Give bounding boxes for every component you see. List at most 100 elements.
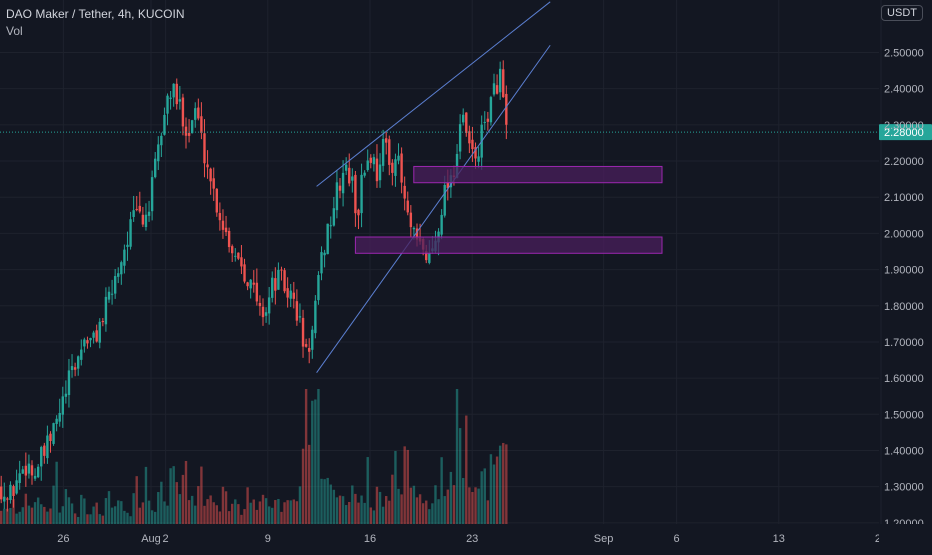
volume-bar [271,507,274,524]
volume-bar [40,504,43,524]
candle-body [425,251,428,261]
volume-bar [15,513,18,524]
candle-body [366,160,369,171]
volume-bar [428,509,431,524]
candle-body [55,418,58,424]
candle-body [0,486,3,500]
candle-body [495,85,499,94]
currency-selector[interactable]: USDT [881,5,923,21]
candle-body [221,220,225,230]
candle-body [246,282,249,287]
volume-bar [64,489,68,524]
candle-body [95,330,98,342]
volume-bar [400,494,403,524]
candle-body [227,230,231,248]
volume-bar [77,516,80,524]
candle-body [249,279,252,289]
candle-body [314,300,317,334]
price-tick-label: 2.40000 [884,84,924,96]
price-tick-label: 2.00000 [884,228,924,240]
candle-body [27,463,31,474]
volume-bar [304,389,308,524]
volume-bar [449,471,453,524]
candle-body [443,184,446,216]
volume-bar [311,400,314,524]
volume-bar [187,500,191,524]
volume-bar [425,500,428,524]
candle-body [147,211,151,216]
volume-bar [61,506,64,524]
volume-bar [169,468,172,524]
volume-bar [86,514,89,524]
candle-body [458,124,462,152]
candle-body [283,270,286,292]
volume-bar [43,506,46,524]
volume-bar [338,495,342,524]
volume-bar [394,450,397,524]
candle-body [335,182,339,211]
volume-bar [495,456,499,524]
volume-bar [480,471,483,524]
axis-corner [879,524,932,550]
candle-body [77,356,80,369]
volume-bar [295,501,299,524]
candle-body [144,214,148,228]
volume-bar [348,501,351,524]
candle-body [12,486,15,496]
candle-body [120,262,123,275]
volume-bar [107,491,111,524]
candle-body [157,144,160,162]
volume-bar [468,487,471,524]
volume-bar [203,505,206,524]
volume-bar [477,488,480,524]
candle-body [295,301,299,321]
price-axis: 2.50000 2.40000 2.30000 2.20000 2.10000 2.000… [884,47,924,529]
candle-body [163,114,166,135]
candle-body [135,208,138,210]
volume-bar [172,466,175,524]
candle-body [409,212,413,228]
volume-bar [0,510,3,524]
drawings [316,1,663,373]
candle-body [86,340,89,344]
candle-body [218,213,222,221]
volume-bar [89,514,92,524]
candle-body [292,292,295,299]
volume-bar [178,494,182,524]
volume-bar [264,498,268,524]
candle-body [329,225,332,227]
candle-body [187,132,191,136]
candle-body [468,131,471,144]
candle-body [428,252,431,263]
volume-bar [381,506,385,524]
volume-bar [129,516,132,524]
volume-bar [289,500,292,524]
volume-bar [166,505,169,524]
candle-body [104,296,108,325]
candle-body [67,370,71,396]
last-price-line: 2.28000 [0,124,932,141]
candle-body [237,252,240,259]
candle-body [123,249,126,266]
time-axis: 26Aug291623Sep61320 [57,533,887,545]
volume-bar [70,503,74,524]
volume-bar [46,511,49,524]
price-tick-label: 1.30000 [884,482,924,494]
candle-body [129,219,132,247]
volume-bar [212,502,215,524]
volume-bar [30,507,34,524]
volume-bar [354,493,357,524]
volume-bar [505,444,508,524]
volume-bar [144,466,148,524]
volume-bar [184,460,188,524]
candle-body [332,208,336,226]
candlesticks [0,60,508,512]
candle-body [243,264,246,282]
lower-zone [354,236,663,254]
volume-bar [320,478,323,524]
time-tick-label: 6 [674,533,680,545]
candle-body [255,282,259,302]
volume-bar [36,497,40,524]
